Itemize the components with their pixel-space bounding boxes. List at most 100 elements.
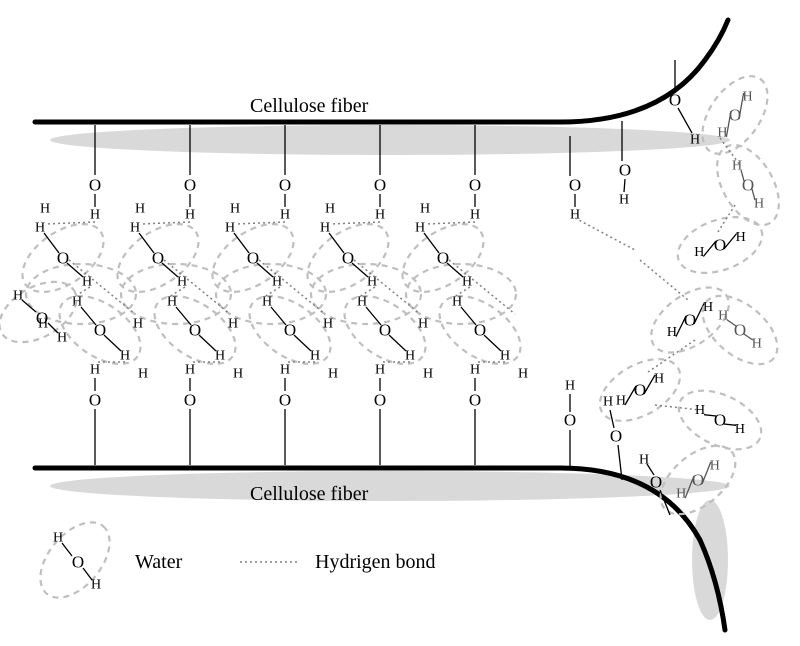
atom-hydrogen: H	[357, 295, 367, 310]
atom-hydrogen: H	[177, 275, 187, 290]
bond	[389, 335, 406, 351]
atom-oxygen: O	[692, 471, 704, 490]
atom-oxygen: O	[184, 391, 196, 410]
atom-hydrogen: H	[667, 325, 677, 340]
hydrogen-bond	[655, 405, 700, 410]
atom-oxygen: O	[36, 309, 48, 328]
atom-oxygen: O	[684, 311, 696, 330]
atom-hydrogen: H	[736, 230, 746, 245]
hydrogen-bond	[575, 218, 635, 250]
atom-hydrogen: H	[676, 487, 686, 502]
atom-hydrogen: H	[754, 197, 764, 212]
atom-hydrogen: H	[462, 275, 472, 290]
atom-hydrogen: H	[470, 363, 480, 378]
atom-hydrogen: H	[570, 208, 580, 223]
atom-hydrogen: H	[228, 317, 238, 332]
atom-hydrogen: H	[619, 193, 629, 208]
atom-hydrogen: H	[82, 275, 92, 290]
atom-hydrogen: H	[752, 337, 762, 352]
bond	[22, 300, 36, 312]
atom-hydrogen: H	[603, 395, 613, 410]
atom-oxygen: O	[342, 249, 354, 268]
atom-hydrogen: H	[138, 367, 148, 382]
atom-hydrogen: H	[40, 202, 50, 217]
atom-hydrogen: H	[654, 372, 664, 387]
atom-hydrogen: H	[280, 208, 290, 223]
atom-oxygen: O	[247, 249, 259, 268]
atom-hydrogen: H	[320, 221, 330, 236]
atom-oxygen: O	[469, 176, 481, 195]
atom-hydrogen: H	[367, 275, 377, 290]
atom-hydrogen: H	[225, 221, 235, 236]
atom-hydrogen: H	[695, 403, 705, 418]
atom-oxygen: O	[94, 321, 106, 340]
atom-hydrogen: H	[418, 317, 428, 332]
atom-oxygen: O	[89, 176, 101, 195]
bond	[484, 335, 501, 351]
atom-oxygen: O	[714, 411, 726, 430]
atom-hydrogen: H	[423, 367, 433, 382]
bond	[199, 335, 216, 351]
atom-oxygen: O	[569, 176, 581, 195]
atom-hydrogen: H	[325, 202, 335, 217]
atom-hydrogen: H	[133, 317, 143, 332]
atom-oxygen: O	[57, 249, 69, 268]
atom-oxygen: O	[474, 321, 486, 340]
fiber-top-label: Cellulose fiber	[250, 95, 369, 117]
atom-oxygen: O	[734, 321, 746, 340]
atom-oxygen: O	[610, 427, 622, 446]
atom-hydrogen: H	[135, 202, 145, 217]
atom-hydrogen: H	[518, 367, 528, 382]
atom-oxygen: O	[437, 249, 449, 268]
bond	[624, 179, 625, 192]
atom-hydrogen: H	[323, 317, 333, 332]
atom-hydrogen: H	[690, 133, 700, 148]
atom-hydrogen: H	[732, 158, 742, 173]
atom-oxygen: O	[279, 391, 291, 410]
bond	[294, 335, 311, 351]
cellulose-hbond-diagram: Cellulose fiberCellulose fiberOHHHOHHOHH…	[0, 0, 800, 646]
atom-oxygen: O	[714, 236, 726, 255]
atom-oxygen: O	[152, 249, 164, 268]
atom-oxygen: O	[189, 321, 201, 340]
atom-hydrogen: H	[375, 363, 385, 378]
atom-hydrogen: H	[233, 367, 243, 382]
atom-hydrogen: H	[743, 89, 753, 104]
atom-oxygen: O	[379, 321, 391, 340]
atom-oxygen: O	[374, 391, 386, 410]
atom-hydrogen: H	[694, 245, 704, 260]
atom-hydrogen: H	[91, 578, 101, 593]
bond	[104, 335, 121, 351]
atom-hydrogen: H	[717, 126, 727, 141]
atom-hydrogen: H	[53, 531, 63, 546]
atom-hydrogen: H	[328, 367, 338, 382]
atom-hydrogen: H	[718, 308, 728, 323]
atom-oxygen: O	[669, 91, 681, 110]
legend-water-label: Water	[135, 551, 183, 573]
atom-oxygen: O	[469, 391, 481, 410]
atom-hydrogen: H	[470, 208, 480, 223]
cellulose-fiber-top	[35, 20, 728, 122]
bond	[678, 108, 692, 133]
atom-hydrogen: H	[616, 394, 626, 409]
atom-hydrogen: H	[262, 295, 272, 310]
bond	[62, 543, 72, 556]
atom-hydrogen: H	[272, 275, 282, 290]
atom-hydrogen: H	[565, 379, 575, 394]
atom-hydrogen: H	[13, 289, 23, 304]
atom-hydrogen: H	[90, 208, 100, 223]
atom-hydrogen: H	[280, 363, 290, 378]
atom-hydrogen: H	[710, 458, 720, 473]
atom-oxygen: O	[284, 321, 296, 340]
atom-hydrogen: H	[35, 221, 45, 236]
bond	[610, 410, 614, 428]
atom-oxygen: O	[279, 176, 291, 195]
hydrogen-bond	[640, 260, 688, 300]
atom-oxygen: O	[374, 176, 386, 195]
atom-oxygen: O	[619, 161, 631, 180]
atom-hydrogen: H	[185, 363, 195, 378]
atom-oxygen: O	[89, 391, 101, 410]
atom-hydrogen: H	[420, 202, 430, 217]
atom-hydrogen: H	[452, 295, 462, 310]
atom-hydrogen: H	[415, 221, 425, 236]
